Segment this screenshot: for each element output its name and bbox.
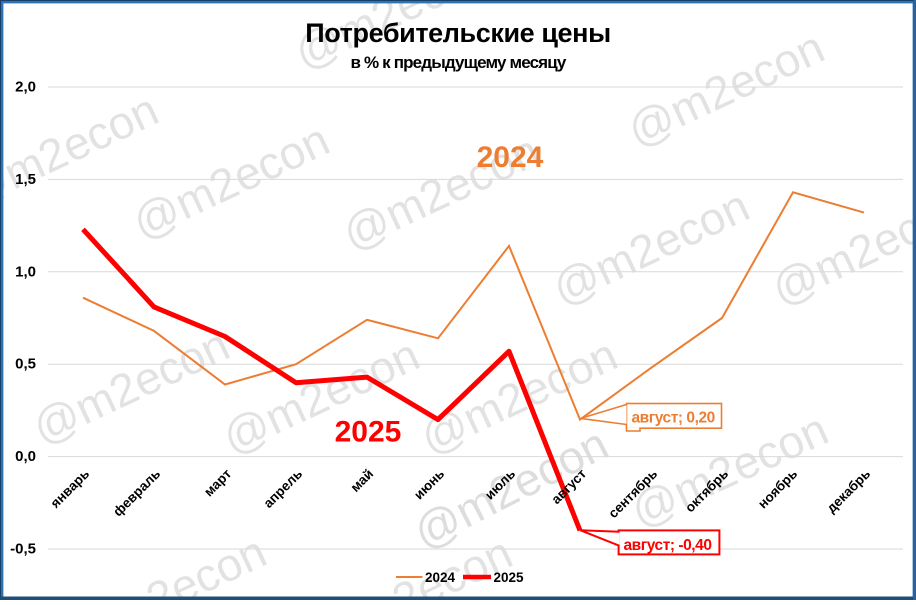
svg-text:в % к предыдущему месяцу: в % к предыдущему месяцу [351,53,567,72]
svg-text:август; -0,40: август; -0,40 [624,537,712,554]
svg-text:0,0: 0,0 [15,448,36,465]
svg-text:-0,5: -0,5 [10,541,36,558]
svg-text:2025: 2025 [494,570,525,585]
svg-text:2024: 2024 [425,570,456,585]
svg-text:август; 0,20: август; 0,20 [632,410,715,427]
svg-text:Потребительские цены: Потребительские цены [305,18,611,48]
svg-text:1,0: 1,0 [15,263,36,280]
svg-text:0,5: 0,5 [15,356,36,373]
svg-text:2024: 2024 [477,141,544,174]
svg-text:2025: 2025 [335,416,402,449]
svg-text:1,5: 1,5 [15,171,36,188]
svg-text:2,0: 2,0 [15,79,36,96]
